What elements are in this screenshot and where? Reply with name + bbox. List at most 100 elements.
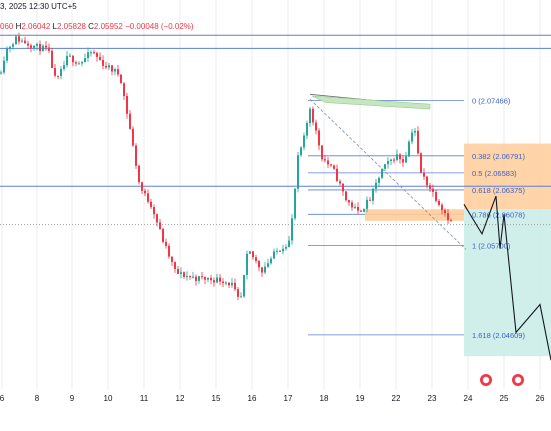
candle-body: [294, 188, 296, 219]
event-icon-inner: [482, 376, 490, 384]
time-tick-label: 16: [248, 394, 257, 403]
candle-body: [138, 165, 140, 183]
time-tick-label: 24: [464, 394, 473, 403]
candle-body: [78, 63, 80, 65]
time-tick-label: 12: [176, 394, 185, 403]
candle-body: [441, 204, 443, 211]
fibonacci-retracement[interactable]: 0 (2.07466) 0.382 (2.06791) 0.5 (2.06583) 0…: [308, 96, 525, 340]
candle-body: [300, 147, 302, 156]
time-tick-label: 26: [536, 394, 545, 403]
candle-body: [432, 188, 434, 192]
candle-body: [393, 159, 395, 161]
candle-body: [366, 199, 368, 209]
candle-body: [417, 130, 419, 154]
candle-body: [381, 168, 383, 178]
candle-body: [18, 36, 20, 42]
candle-body: [48, 47, 50, 51]
candle-body: [90, 52, 92, 54]
candle-body: [228, 282, 230, 286]
candle-body: [30, 45, 32, 48]
candlestick-series: [0, 32, 452, 301]
candle-body: [75, 62, 77, 64]
candle-body: [126, 95, 128, 114]
candle-body: [21, 40, 23, 42]
candle-body: [108, 65, 110, 68]
candle-body: [447, 213, 449, 221]
ohlc-readout: 060 H2.06042 L2.05828 C2.05952 −0.00048 …: [0, 22, 194, 31]
high-value: 2.06042: [21, 22, 51, 31]
candle-body: [372, 188, 374, 201]
time-tick-label: 19: [356, 394, 365, 403]
event-icon-inner: [514, 376, 522, 384]
candle-body: [219, 277, 221, 282]
fib-level-label: 1 (2.05700): [472, 241, 511, 250]
candle-body: [15, 36, 17, 45]
candle-body: [318, 130, 320, 146]
candle-body: [156, 214, 158, 223]
candle-body: [201, 276, 203, 278]
take-profit-zone[interactable]: [464, 209, 551, 357]
candle-body: [237, 289, 239, 297]
highlight-box[interactable]: [311, 95, 431, 110]
trend-drawings[interactable]: [309, 93, 467, 250]
candle-body: [429, 185, 431, 189]
projection-path[interactable]: [463, 195, 551, 361]
candle-body: [342, 183, 344, 192]
candle-body: [33, 45, 35, 48]
time-axis[interactable]: 6 8 9 10 11 12 15 16 17 18 19 22 23 24 25 26: [0, 394, 545, 403]
candle-body: [195, 276, 197, 281]
candle-body: [315, 122, 317, 131]
fib-level-label: 0.786 (2.06078): [472, 210, 525, 219]
time-tick-label: 22: [392, 394, 401, 403]
chart-grid: [1, 0, 541, 389]
candle-body: [426, 176, 428, 186]
candle-body: [423, 172, 425, 177]
candle-body: [336, 168, 338, 182]
time-tick-label: 18: [320, 394, 329, 403]
candle-body: [213, 280, 215, 283]
candle-body: [255, 257, 257, 261]
candle-body: [93, 52, 95, 54]
candle-body: [45, 45, 47, 48]
candle-body: [357, 206, 359, 211]
candle-body: [27, 43, 29, 46]
candle-body: [36, 43, 38, 46]
stop-loss-zone[interactable]: [464, 143, 551, 210]
candle-body: [363, 208, 365, 212]
time-tick-label: 17: [284, 394, 293, 403]
candle-body: [252, 251, 254, 258]
candle-body: [150, 201, 152, 208]
candle-body: [153, 207, 155, 215]
candle-body: [309, 108, 311, 124]
fib-level-label: 1.618 (2.04609): [472, 331, 525, 340]
candle-body: [285, 246, 287, 249]
candle-body: [204, 277, 206, 280]
time-tick-label: 25: [500, 394, 509, 403]
candle-body: [273, 251, 275, 259]
position-zones: [464, 143, 551, 357]
candle-body: [267, 263, 269, 267]
fib-level-label: 0.618 (2.06375): [472, 186, 525, 195]
price-projection[interactable]: [463, 195, 551, 361]
candle-body: [411, 132, 413, 142]
candle-body: [405, 156, 407, 163]
candle-body: [123, 83, 125, 96]
candle-body: [24, 40, 26, 44]
dashed-trend-line[interactable]: [309, 98, 467, 250]
candle-body: [321, 145, 323, 160]
candle-body: [210, 277, 212, 281]
candle-body: [312, 108, 314, 123]
candle-body: [0, 72, 2, 74]
horizontal-levels[interactable]: [0, 34, 551, 226]
candle-body: [198, 276, 200, 281]
candle-body: [303, 135, 305, 148]
candle-body: [162, 228, 164, 243]
candle-body: [9, 46, 11, 49]
candle-body: [105, 65, 107, 68]
candle-body: [180, 272, 182, 274]
candle-body: [111, 65, 113, 72]
candle-body: [39, 43, 41, 51]
candle-body: [354, 206, 356, 208]
event-markers[interactable]: [480, 374, 524, 386]
